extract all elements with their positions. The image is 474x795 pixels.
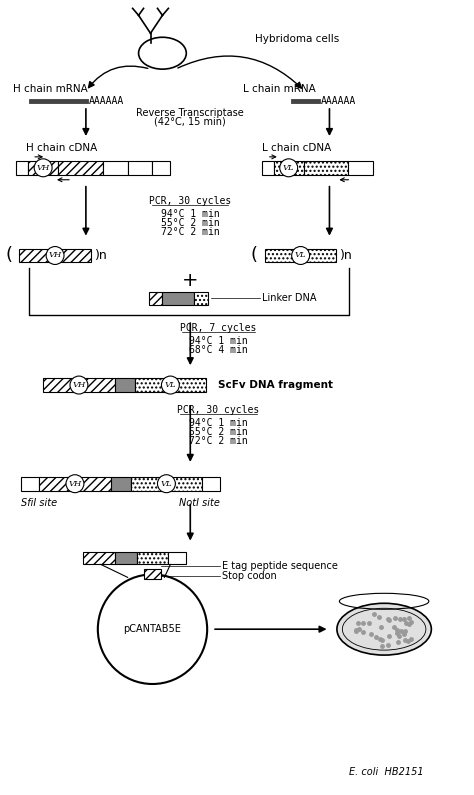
Bar bbox=[128, 161, 153, 175]
Text: VH: VH bbox=[36, 164, 50, 172]
Text: VL: VL bbox=[283, 164, 294, 172]
Bar bbox=[28, 161, 58, 175]
Bar bbox=[83, 553, 115, 564]
Text: Linker DNA: Linker DNA bbox=[262, 293, 316, 304]
Text: E. coli  HB2151: E. coli HB2151 bbox=[349, 766, 424, 777]
Text: VH: VH bbox=[73, 381, 85, 389]
Circle shape bbox=[46, 246, 64, 265]
Text: (42°C, 15 min): (42°C, 15 min) bbox=[155, 117, 226, 127]
Text: (: ( bbox=[251, 246, 258, 265]
Text: VL: VL bbox=[161, 479, 172, 487]
Bar bbox=[265, 249, 337, 262]
Text: 68°C 4 min: 68°C 4 min bbox=[189, 345, 247, 355]
Text: Hybridoma cells: Hybridoma cells bbox=[255, 34, 339, 45]
Bar bbox=[39, 477, 111, 491]
Bar bbox=[111, 477, 131, 491]
Bar bbox=[103, 161, 128, 175]
Text: 72°C 2 min: 72°C 2 min bbox=[189, 436, 247, 446]
Text: +: + bbox=[182, 271, 199, 290]
Text: )n: )n bbox=[340, 249, 353, 262]
Bar bbox=[163, 293, 194, 305]
Ellipse shape bbox=[337, 603, 431, 655]
Circle shape bbox=[34, 159, 52, 176]
Bar bbox=[137, 553, 168, 564]
Bar bbox=[348, 161, 373, 175]
Bar bbox=[43, 378, 115, 392]
Bar bbox=[168, 553, 186, 564]
Text: E tag peptide sequence: E tag peptide sequence bbox=[222, 561, 338, 572]
Text: (: ( bbox=[5, 246, 12, 265]
Bar bbox=[21, 477, 39, 491]
Text: 94°C 1 min: 94°C 1 min bbox=[189, 336, 247, 346]
Circle shape bbox=[66, 475, 84, 493]
Circle shape bbox=[70, 376, 88, 394]
Text: ScFv DNA fragment: ScFv DNA fragment bbox=[218, 380, 333, 390]
Text: AAAAAA: AAAAAA bbox=[89, 96, 124, 106]
Circle shape bbox=[162, 376, 179, 394]
Text: L chain cDNA: L chain cDNA bbox=[262, 143, 331, 153]
Text: NotI site: NotI site bbox=[179, 498, 220, 508]
Text: VL: VL bbox=[295, 251, 306, 259]
Bar bbox=[274, 161, 304, 175]
Text: VL: VL bbox=[164, 381, 176, 389]
Bar bbox=[148, 293, 163, 305]
Text: 55°C 2 min: 55°C 2 min bbox=[161, 218, 219, 227]
Circle shape bbox=[292, 246, 310, 265]
Circle shape bbox=[280, 159, 298, 176]
Bar bbox=[131, 477, 202, 491]
Bar bbox=[58, 161, 103, 175]
Text: Stop codon: Stop codon bbox=[222, 572, 277, 581]
Bar bbox=[115, 553, 137, 564]
Text: VH: VH bbox=[68, 479, 82, 487]
Text: 72°C 2 min: 72°C 2 min bbox=[161, 227, 219, 237]
Bar bbox=[304, 161, 348, 175]
Bar bbox=[202, 477, 220, 491]
Text: L chain mRNA: L chain mRNA bbox=[243, 84, 316, 94]
Text: PCR, 7 cycles: PCR, 7 cycles bbox=[180, 324, 256, 333]
Text: H chain cDNA: H chain cDNA bbox=[26, 143, 98, 153]
Text: PCR, 30 cycles: PCR, 30 cycles bbox=[177, 405, 259, 415]
Bar bbox=[262, 161, 274, 175]
Bar bbox=[194, 293, 208, 305]
Bar bbox=[19, 249, 91, 262]
Text: pCANTAB5E: pCANTAB5E bbox=[124, 624, 182, 634]
Bar bbox=[16, 161, 28, 175]
Bar bbox=[153, 161, 170, 175]
Text: 94°C 1 min: 94°C 1 min bbox=[161, 208, 219, 219]
Text: PCR, 30 cycles: PCR, 30 cycles bbox=[149, 196, 231, 206]
Bar bbox=[135, 378, 206, 392]
Bar bbox=[115, 378, 135, 392]
Text: 94°C 1 min: 94°C 1 min bbox=[189, 418, 247, 428]
Text: 55°C 2 min: 55°C 2 min bbox=[189, 427, 247, 437]
Text: AAAAAA: AAAAAA bbox=[320, 96, 356, 106]
Circle shape bbox=[98, 574, 207, 684]
Text: H chain mRNA: H chain mRNA bbox=[13, 84, 88, 94]
Text: )n: )n bbox=[95, 249, 108, 262]
Text: SfiI site: SfiI site bbox=[21, 498, 57, 508]
Text: Reverse Transcriptase: Reverse Transcriptase bbox=[137, 108, 244, 118]
Circle shape bbox=[157, 475, 175, 493]
Bar bbox=[144, 569, 162, 580]
Text: VH: VH bbox=[48, 251, 62, 259]
